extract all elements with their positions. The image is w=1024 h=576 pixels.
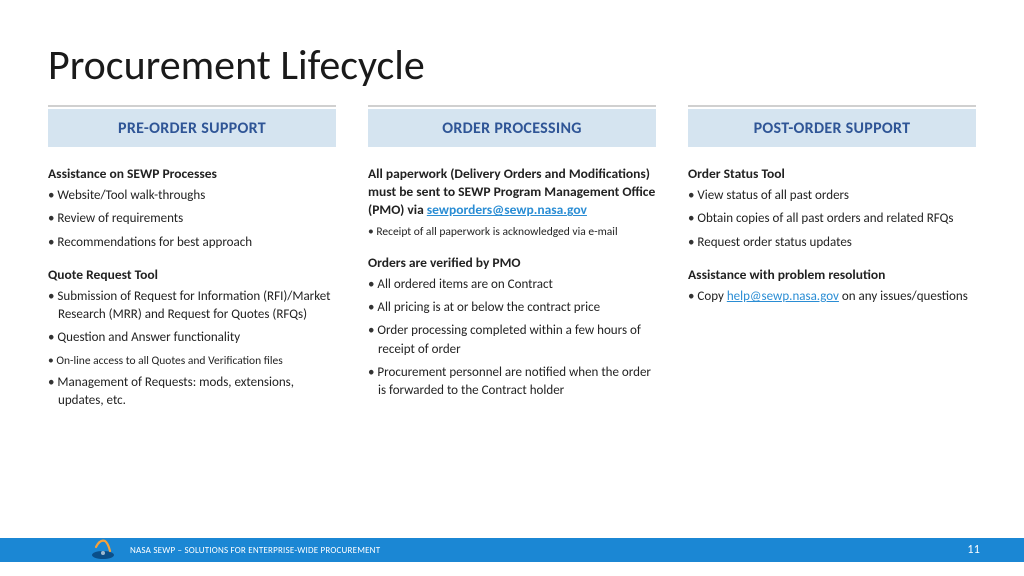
list-item: Request order status updates [688,234,976,252]
orders-email-link[interactable]: sewporders@sewp.nasa.gov [427,201,587,218]
list-item: Website/Tool walk-throughs [48,187,336,205]
list-item: Recommendations for best approach [48,234,336,252]
column-body-pre: Assistance on SEWP Processes Website/Too… [48,147,336,410]
subhead-quote-tool: Quote Request Tool [48,266,336,284]
page-number: 11 [967,543,980,557]
list-item: On-line access to all Quotes and Verific… [48,353,336,369]
column-post-order: POST-ORDER SUPPORT Order Status Tool Vie… [688,105,976,416]
subhead-verified: Orders are verified by PMO [368,254,656,272]
footer-bar: NASA SEWP – SOLUTIONS FOR ENTERPRISE-WID… [0,538,1024,562]
columns-container: PRE-ORDER SUPPORT Assistance on SEWP Pro… [48,105,976,416]
column-header-post: POST-ORDER SUPPORT [688,109,976,147]
copy-prefix: Copy [697,289,726,304]
subhead-assistance: Assistance on SEWP Processes [48,165,336,183]
list-status-tool: View status of all past orders Obtain co… [688,187,976,252]
subhead-status-tool: Order Status Tool [688,165,976,183]
column-header-order: ORDER PROCESSING [368,109,656,147]
list-item: Receipt of all paperwork is acknowledged… [368,224,656,240]
subhead-problem-resolution: Assistance with problem resolution [688,266,976,284]
list-item: All pricing is at or below the contract … [368,299,656,317]
list-item: Obtain copies of all past orders and rel… [688,210,976,228]
column-body-post: Order Status Tool View status of all pas… [688,147,976,306]
list-item: View status of all past orders [688,187,976,205]
subhead-paperwork: All paperwork (Delivery Orders and Modif… [368,165,656,220]
list-item: Management of Requests: mods, extensions… [48,374,336,410]
list-item: Procurement personnel are notified when … [368,364,656,400]
slide: Procurement Lifecycle PRE-ORDER SUPPORT … [0,0,1024,576]
column-order-processing: ORDER PROCESSING All paperwork (Delivery… [368,105,656,416]
list-assistance: Website/Tool walk-throughs Review of req… [48,187,336,252]
slide-title: Procurement Lifecycle [48,40,976,91]
copy-suffix: on any issues/questions [839,289,968,304]
footer-text: NASA SEWP – SOLUTIONS FOR ENTERPRISE-WID… [130,545,967,556]
column-header-pre: PRE-ORDER SUPPORT [48,109,336,147]
sewp-logo-icon [90,535,116,561]
list-item: Review of requirements [48,210,336,228]
column-divider [48,105,336,107]
column-divider [688,105,976,107]
list-item: Submission of Request for Information (R… [48,288,336,324]
list-item: Order processing completed within a few … [368,322,656,358]
column-divider [368,105,656,107]
column-pre-order: PRE-ORDER SUPPORT Assistance on SEWP Pro… [48,105,336,416]
list-item: All ordered items are on Contract [368,276,656,294]
list-problem-resolution: Copy help@sewp.nasa.gov on any issues/qu… [688,288,976,306]
list-item: Copy help@sewp.nasa.gov on any issues/qu… [688,288,976,306]
list-item: Question and Answer functionality [48,329,336,347]
column-body-order: All paperwork (Delivery Orders and Modif… [368,147,656,400]
list-verified: All ordered items are on Contract All pr… [368,276,656,400]
list-quote-tool: Submission of Request for Information (R… [48,288,336,410]
list-paperwork: Receipt of all paperwork is acknowledged… [368,224,656,240]
help-email-link[interactable]: help@sewp.nasa.gov [727,289,839,304]
